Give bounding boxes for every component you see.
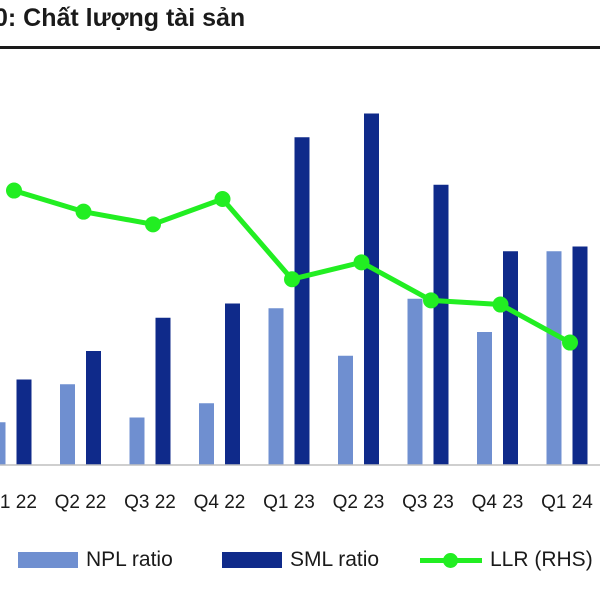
x-tick-label: Q2 23 (333, 492, 385, 513)
chart-title: 0: Chất lượng tài sản (0, 4, 246, 32)
llr-point-3 (214, 191, 231, 207)
x-tick-label: Q2 22 (55, 492, 107, 513)
llr-point-8 (562, 334, 578, 351)
bar-npl-4 (268, 308, 284, 465)
x-tick-label: Q4 22 (194, 492, 246, 513)
legend: NPL ratio SML ratio LLR (RHS) (0, 540, 600, 580)
x-tick-label: Q3 23 (402, 492, 454, 513)
bar-sml-0 (16, 379, 32, 465)
bar-sml-6 (433, 184, 449, 465)
bars-group (0, 113, 588, 465)
legend-swatch-llr (420, 552, 482, 568)
x-tick-label: Q1 23 (263, 492, 315, 513)
title-divider (0, 46, 600, 49)
bar-npl-5 (338, 355, 353, 465)
bar-npl-0 (0, 422, 6, 465)
legend-swatch-npl (18, 552, 78, 568)
legend-swatch-sml (222, 552, 282, 568)
x-tick-labels: Q1 22 Q2 22 Q3 22 Q4 22 Q1 23 Q2 23 Q3 23 Q4 23… (0, 492, 593, 513)
legend-item-llr: LLR (RHS) (420, 540, 593, 580)
llr-point-4 (284, 271, 300, 288)
bar-npl-2 (129, 417, 145, 465)
bar-sml-2 (155, 317, 171, 465)
llr-point-2 (145, 216, 161, 233)
legend-label-llr: LLR (RHS) (490, 548, 593, 571)
bar-sml-7 (503, 251, 518, 465)
x-tick-label: Q4 23 (472, 492, 524, 513)
bar-sml-5 (364, 113, 379, 465)
llr-line-group (6, 182, 578, 351)
x-tick-label: Q1 24 (541, 492, 593, 513)
llr-series-line (13, 188, 572, 345)
bar-sml-8 (572, 246, 588, 465)
bar-sml-4 (294, 137, 310, 465)
llr-point-6 (423, 292, 439, 309)
bar-npl-7 (477, 332, 492, 465)
llr-point-5 (353, 254, 370, 271)
x-tick-label: Q1 22 (0, 492, 37, 513)
llr-point-1 (75, 203, 92, 220)
legend-label-sml: SML ratio (290, 548, 380, 571)
bar-npl-6 (407, 298, 423, 465)
bar-sml-3 (225, 303, 240, 465)
bar-sml-1 (86, 351, 101, 465)
llr-point-7 (492, 296, 509, 313)
bar-npl-1 (60, 384, 75, 465)
x-tick-label: Q3 22 (124, 492, 176, 513)
llr-point-0 (6, 182, 22, 199)
legend-item-npl: NPL ratio (18, 540, 173, 580)
legend-label-npl: NPL ratio (86, 548, 173, 571)
legend-item-sml: SML ratio (222, 540, 379, 580)
bar-npl-8 (546, 251, 562, 465)
bar-npl-3 (199, 403, 214, 465)
